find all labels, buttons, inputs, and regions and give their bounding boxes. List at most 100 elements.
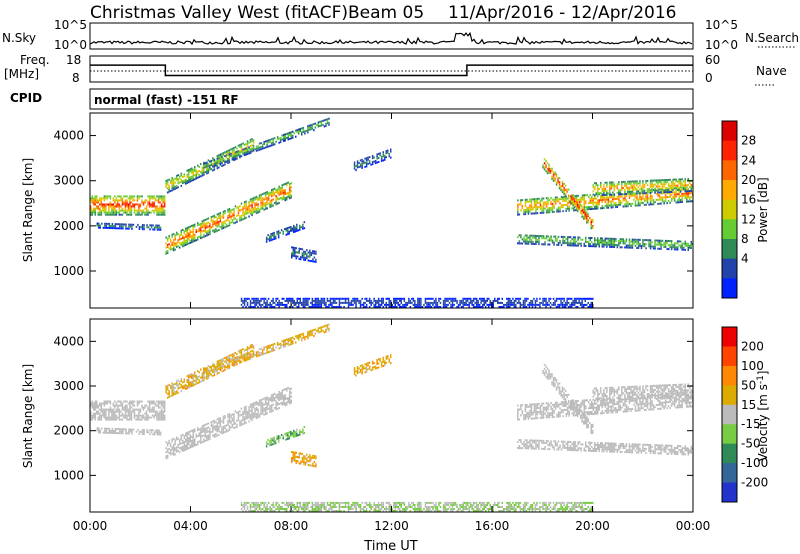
power-cell: [624, 184, 626, 187]
velocity-cell: [136, 400, 139, 403]
power-cell: [198, 223, 200, 226]
power-cell: [551, 241, 554, 244]
velocity-cell: [153, 414, 155, 417]
power-cell: [580, 244, 582, 247]
power-cell: [687, 248, 689, 251]
power-cell: [243, 207, 246, 210]
power-cell: [156, 209, 158, 212]
velocity-cell: [246, 411, 249, 413]
power-cell: [203, 221, 205, 224]
power-cell: [377, 297, 380, 300]
velocity-cell: [160, 410, 163, 413]
power-cell: [435, 303, 437, 306]
power-cell: [309, 253, 311, 256]
velocity-cell: [183, 445, 185, 448]
power-cell: [482, 303, 484, 306]
power-cell: [574, 236, 576, 239]
power-cell: [236, 150, 238, 153]
power-cell: [258, 146, 261, 149]
power-cell: [615, 185, 617, 188]
velocity-cell: [192, 439, 194, 442]
power-cell: [216, 223, 219, 226]
power-cell: [563, 204, 566, 206]
power-cell: [657, 247, 659, 250]
velocity-cell: [182, 445, 184, 448]
power-cell: [597, 190, 599, 193]
power-cell: [294, 246, 296, 249]
power-cell: [660, 247, 662, 250]
power-cell: [615, 206, 617, 209]
power-cell: [634, 244, 637, 247]
power-cell: [203, 171, 205, 174]
power-cell: [332, 306, 335, 308]
power-cell: [227, 149, 229, 152]
power-cell: [260, 206, 262, 208]
power-cell: [394, 297, 396, 300]
power-cell: [539, 205, 542, 208]
power-cell: [568, 244, 570, 247]
power-cell: [168, 247, 170, 250]
power-cell: [201, 230, 204, 233]
power-cell: [230, 154, 232, 157]
velocity-cell: [111, 431, 114, 434]
velocity-cell: [145, 404, 148, 407]
power-cell: [233, 155, 235, 158]
velocity-cell: [243, 418, 246, 421]
power-cell: [260, 306, 262, 308]
velocity-cell: [125, 428, 127, 431]
power-cell: [182, 237, 184, 240]
power-cell: [548, 299, 550, 302]
power-cell: [335, 297, 338, 300]
power-cell: [201, 172, 204, 175]
velocity-cell: [123, 428, 126, 431]
velocity-cell: [206, 431, 208, 434]
power-cell: [231, 208, 234, 211]
velocity-cell: [287, 397, 289, 399]
power-cell: [618, 240, 620, 243]
velocity-cell: [210, 425, 213, 428]
power-cell: [636, 238, 638, 241]
power-cell: [676, 201, 679, 204]
power-cell: [532, 236, 534, 239]
power-cell: [246, 210, 249, 212]
power-cell: [261, 303, 264, 306]
power-cell: [616, 246, 619, 249]
power-cell: [99, 197, 101, 200]
power-cell: [204, 227, 207, 229]
power-cell: [191, 237, 193, 240]
power-cell: [578, 200, 581, 203]
power-cell: [657, 194, 659, 197]
power-cell: [542, 303, 544, 306]
power-cell: [482, 306, 484, 308]
power-cell: [362, 303, 365, 306]
power-cell: [560, 301, 562, 304]
velocity-cell: [115, 414, 118, 417]
power-cell: [303, 258, 305, 261]
velocity-cell: [126, 416, 128, 419]
velocity-cell: [284, 402, 286, 405]
velocity-cell: [105, 402, 107, 405]
power-cell: [186, 179, 188, 182]
velocity-cell: [275, 396, 277, 399]
velocity-cell: [141, 416, 143, 419]
power-cell: [595, 197, 597, 200]
velocity-cell: [251, 413, 253, 415]
power-cell: [539, 201, 542, 204]
power-cell: [272, 306, 274, 308]
velocity-cell: [156, 431, 159, 434]
power-cell: [686, 190, 688, 193]
power-cell: [301, 254, 304, 257]
velocity-cell: [195, 443, 197, 446]
power-cell: [249, 152, 252, 154]
power-cell: [575, 209, 578, 212]
power-cell: [316, 306, 318, 308]
velocity-cell: [255, 413, 258, 415]
velocity-cell: [169, 445, 172, 448]
power-cell: [679, 184, 682, 187]
power-cell: [142, 209, 145, 212]
power-cell: [589, 206, 591, 209]
velocity-cell: [117, 408, 119, 411]
power-cell: [536, 303, 538, 306]
power-cell: [613, 239, 616, 242]
velocity-cell: [150, 402, 152, 405]
